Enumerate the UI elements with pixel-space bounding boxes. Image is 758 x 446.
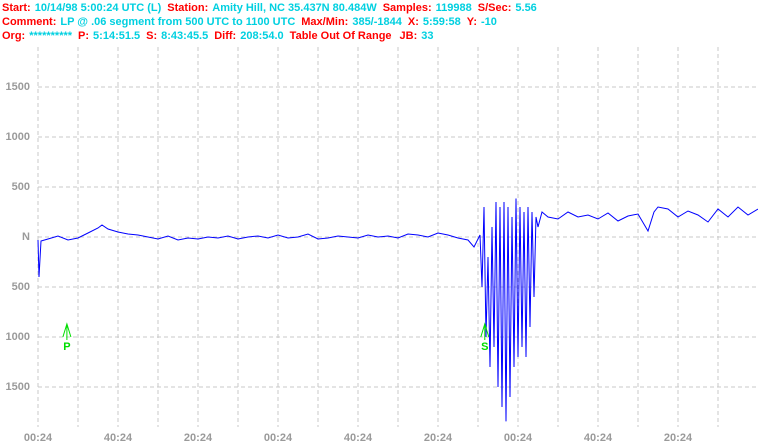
y-tick-label: 1000 (6, 131, 30, 143)
header-value: -10 (481, 16, 497, 28)
x-tick-label: 00:24 (264, 432, 293, 444)
x-tick-label: 40:24 (104, 432, 133, 444)
header-label: Table Out Of Range (290, 30, 392, 42)
x-tick-label: 20:24 (664, 432, 693, 444)
header-label: Org: (2, 30, 25, 42)
y-tick-label: N (22, 231, 30, 243)
header-value: 5:14:51.5 (93, 30, 140, 42)
trace-line (37, 198, 758, 422)
header-label: Station: (167, 2, 208, 14)
header-label: P: (78, 30, 89, 42)
phase-arrow (480, 322, 490, 340)
header-label: S: (146, 30, 157, 42)
phase-label: P (63, 341, 70, 353)
header-label: Comment: (2, 16, 56, 28)
header-value: 119988 (436, 2, 472, 14)
header-value: 208:54.0 (240, 30, 283, 42)
y-tick-label: 500 (12, 181, 30, 193)
x-tick-label: 40:24 (584, 432, 613, 444)
phase-arrow (62, 322, 72, 340)
header-value: 5.56 (515, 2, 536, 14)
header-label: JB: (400, 30, 418, 42)
header-value: 5:59:58 (423, 16, 461, 28)
x-tick-label: 40:24 (344, 432, 373, 444)
x-tick-label: 00:24 (24, 432, 53, 444)
x-tick-label: 20:24 (424, 432, 453, 444)
x-tick-label: 20:24 (184, 432, 213, 444)
y-tick-label: 500 (12, 281, 30, 293)
header-value: ********** (29, 30, 73, 42)
header-value: 33 (421, 30, 433, 42)
header-value: 8:43:45.5 (161, 30, 208, 42)
y-tick-label: 1500 (6, 81, 30, 93)
x-tick-label: 00:24 (504, 432, 533, 444)
y-tick-label: 1000 (6, 331, 30, 343)
header-label: X: (408, 16, 419, 28)
header-label: Diff: (214, 30, 236, 42)
header-value: 385/-1844 (352, 16, 402, 28)
header-label: S/Sec: (478, 2, 512, 14)
header-label: Max/Min: (301, 16, 348, 28)
header-label: Start: (2, 2, 31, 14)
y-tick-label: 1500 (6, 381, 30, 393)
header-label: Y: (467, 16, 477, 28)
header-value: 10/14/98 5:00:24 UTC (L) (35, 2, 162, 14)
header-value: LP @ .06 segment from 500 UTC to 1100 UT… (60, 16, 295, 28)
header-label: Samples: (383, 2, 432, 14)
phase-label: S (481, 341, 488, 353)
header-value: Amity Hill, NC 35.437N 80.484W (212, 2, 377, 14)
